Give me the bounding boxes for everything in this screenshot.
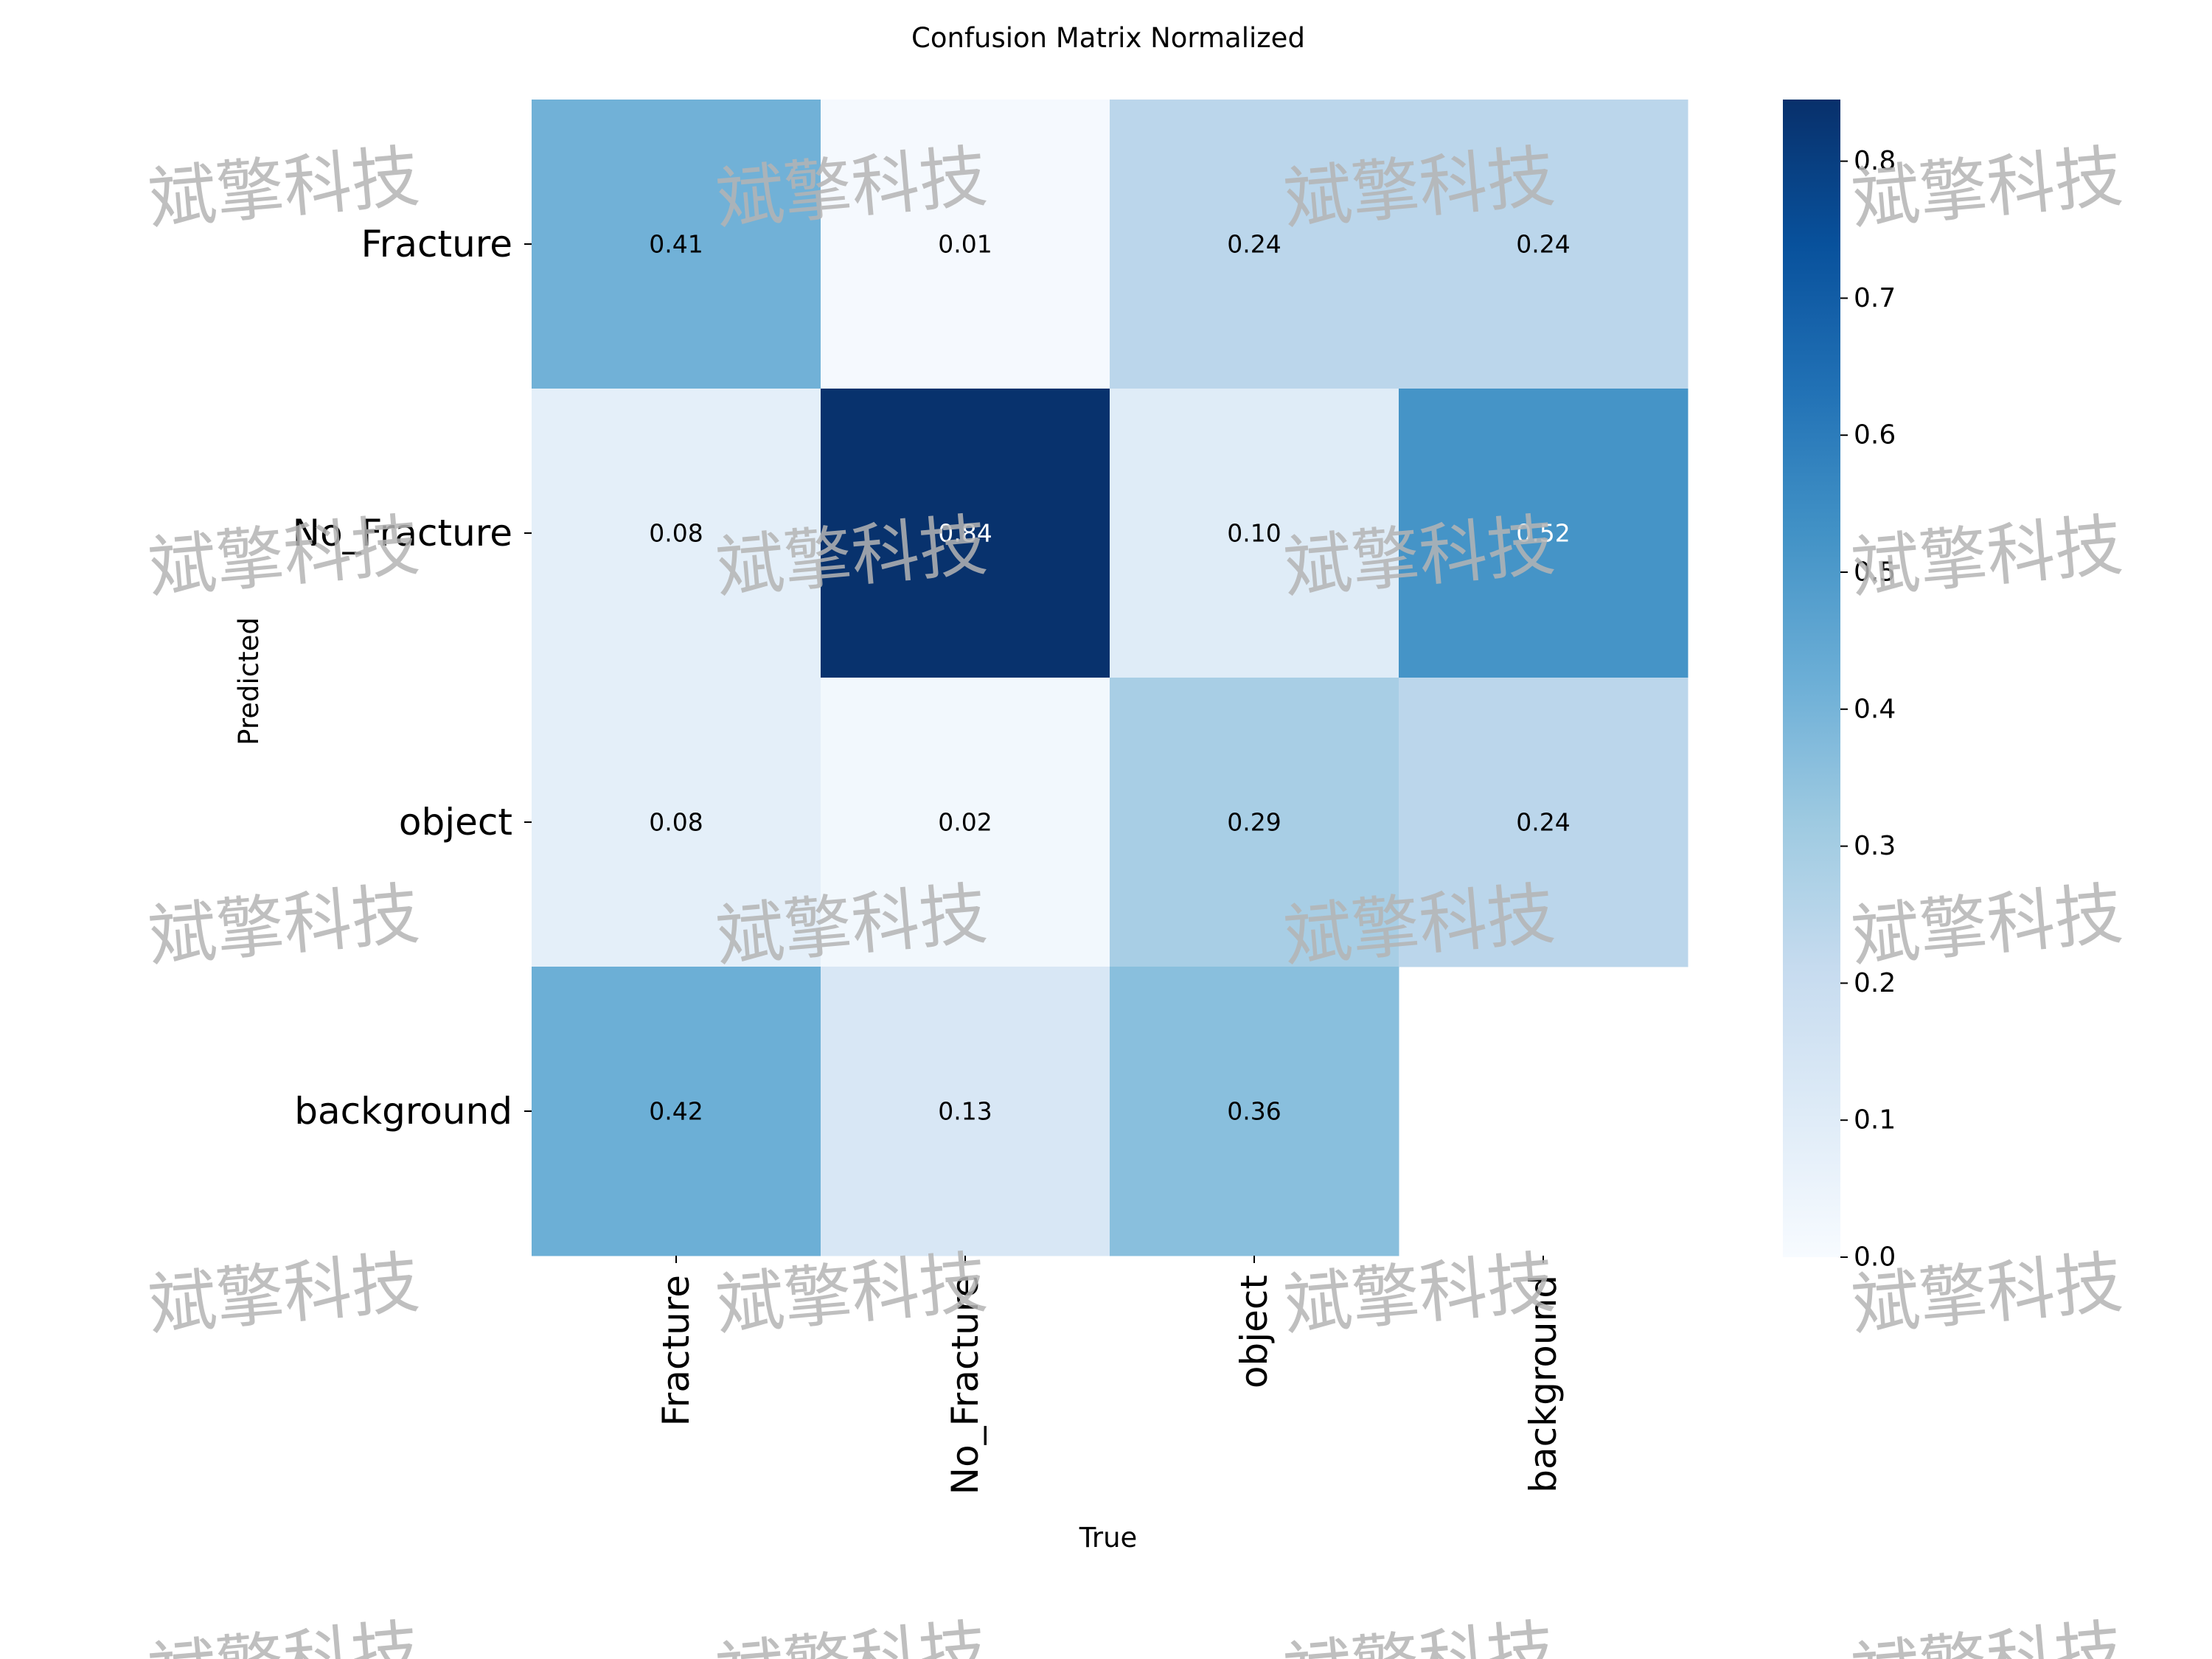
x-tick-label: background (1522, 1275, 1565, 1493)
heatmap-cell-r0-c0 (532, 100, 821, 389)
heatmap-cell-r2-c2 (1110, 678, 1399, 967)
heatmap-cells (532, 100, 1688, 1256)
heatmap-cell-r2-c3 (1399, 678, 1688, 967)
x-tick-label: object (1233, 1275, 1276, 1388)
cell-label-r1-c1: 0.84 (938, 519, 992, 548)
heatmap-cell-r1-c3 (1399, 389, 1688, 678)
colorbar-tick-label: 0.3 (1854, 831, 1896, 861)
x-axis-title: True (1079, 1522, 1138, 1554)
cell-label-r0-c0: 0.41 (649, 230, 703, 259)
x-tick-label: Fracture (655, 1275, 698, 1426)
cell-label-r3-c0: 0.42 (649, 1097, 703, 1126)
colorbar-tick-label: 0.4 (1854, 694, 1896, 724)
colorbar-tick-label: 0.2 (1854, 968, 1896, 998)
cell-label-r3-c2: 0.36 (1227, 1097, 1281, 1126)
cell-label-r2-c1: 0.02 (938, 808, 992, 837)
heatmap-cell-r3-c1 (821, 967, 1110, 1256)
colorbar-gradient (1783, 100, 1840, 1257)
heatmap-cell-r3-c0 (532, 967, 821, 1256)
y-tick-label: Fracture (361, 223, 512, 265)
y-tick-label: No_Fracture (293, 512, 512, 554)
cell-label-r0-c2: 0.24 (1227, 230, 1281, 259)
heatmap-cell-r2-c1 (821, 678, 1110, 967)
heatmap-cell-r3-c2 (1110, 967, 1399, 1256)
cell-label-r0-c3: 0.24 (1516, 230, 1570, 259)
colorbar-tick-label: 0.8 (1854, 146, 1896, 176)
cell-label-r3-c1: 0.13 (938, 1097, 992, 1126)
heatmap-cell-r2-c0 (532, 678, 821, 967)
colorbar-tick-label: 0.0 (1854, 1242, 1896, 1273)
x-tick-label: No_Fracture (944, 1275, 987, 1495)
heatmap-cell-r1-c1 (821, 389, 1110, 678)
y-axis-title: Predicted (233, 617, 265, 745)
x-axis: Fracture No_Fracture object background (655, 1256, 1565, 1495)
heatmap-cell-r0-c3 (1399, 100, 1688, 389)
y-tick-label: background (294, 1090, 512, 1133)
cell-label-r2-c3: 0.24 (1516, 808, 1570, 837)
cell-label-r1-c3: 0.52 (1516, 519, 1570, 548)
cell-label-r1-c0: 0.08 (649, 519, 703, 548)
chart-title: Confusion Matrix Normalized (911, 22, 1305, 54)
heatmap-cell-labels: 0.41 0.01 0.24 0.24 0.08 0.84 0.10 0.52 0.08 0.02… (649, 230, 1570, 1126)
heatmap-cell-r1-c0 (532, 389, 821, 678)
cell-label-r0-c1: 0.01 (938, 230, 992, 259)
cell-label-r2-c2: 0.29 (1227, 808, 1281, 837)
colorbar: 0.0 0.1 0.2 0.3 0.4 0.5 0.6 0.7 0.8 (1783, 100, 1896, 1273)
colorbar-tick-label: 0.1 (1854, 1105, 1896, 1135)
heatmap-cell-r0-c2 (1110, 100, 1399, 389)
cell-label-r1-c2: 0.10 (1227, 519, 1281, 548)
colorbar-tick-label: 0.6 (1854, 420, 1896, 451)
y-tick-label: object (399, 801, 512, 844)
cell-label-r2-c0: 0.08 (649, 808, 703, 837)
heatmap-cell-r1-c2 (1110, 389, 1399, 678)
colorbar-tick-label: 0.5 (1854, 557, 1896, 588)
colorbar-tick-label: 0.7 (1854, 283, 1896, 313)
heatmap-cell-r0-c1 (821, 100, 1110, 389)
